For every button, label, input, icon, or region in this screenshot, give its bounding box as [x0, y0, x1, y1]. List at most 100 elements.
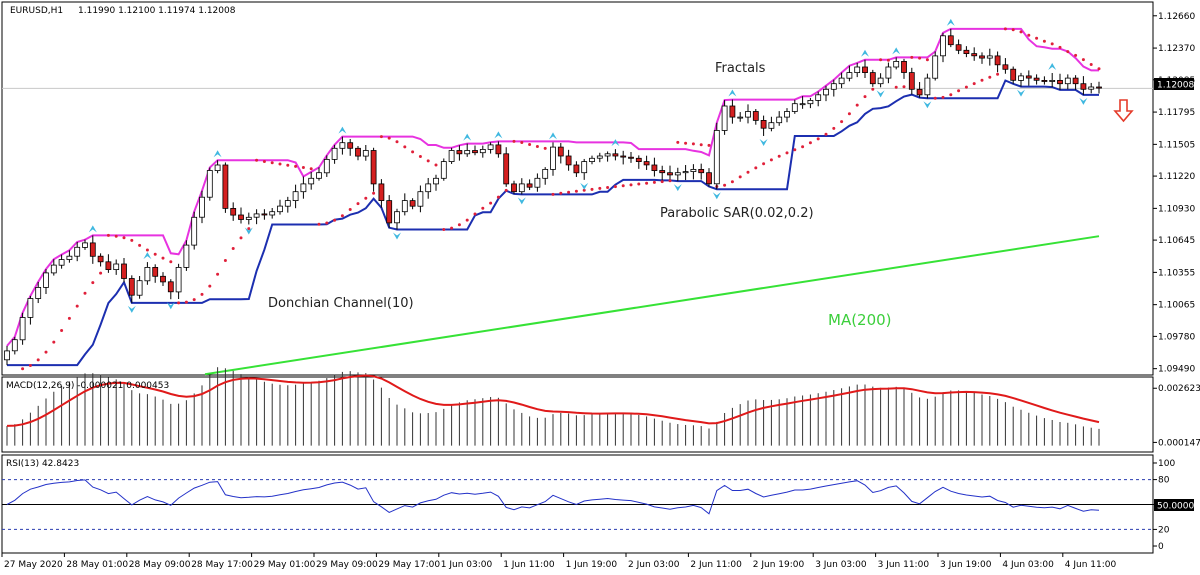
down-arrow-icon	[1113, 99, 1134, 123]
candle-body	[394, 211, 400, 224]
sar-dot	[637, 182, 641, 186]
candle-body	[596, 155, 603, 159]
fractal-up-icon	[143, 252, 152, 260]
price-tick-label: 1.11795	[1158, 108, 1195, 118]
current-price-label: 1.12008	[1157, 81, 1194, 91]
candle-body	[706, 172, 712, 185]
time-tick-label: 2 Jun 03:00	[628, 560, 680, 570]
fractal-down-icon	[393, 232, 401, 240]
fractal-down-icon	[517, 197, 526, 205]
candle-body	[50, 264, 57, 274]
candle-body	[144, 266, 151, 282]
candle-body	[830, 83, 837, 90]
sar-dot	[481, 206, 485, 210]
fractal-up-icon	[494, 131, 503, 139]
time-tick-label: 28 May 09:00	[129, 560, 191, 570]
candle-body	[269, 211, 276, 216]
sar-dot	[192, 298, 196, 302]
sar-dot	[138, 243, 142, 247]
candle-body	[425, 183, 432, 193]
candle-body	[511, 183, 517, 193]
price-tick-label: 1.10930	[1158, 204, 1195, 214]
candle-body	[760, 120, 767, 129]
sar-dot	[730, 180, 734, 184]
sar-dot	[972, 82, 976, 86]
axes: 1.126601.123701.120851.117951.115051.112…	[1, 12, 1200, 570]
sar-dot	[754, 166, 758, 170]
sar-dot	[99, 271, 103, 275]
sar-dot	[130, 238, 134, 242]
sar-dot	[169, 260, 173, 264]
candle-body	[199, 196, 205, 218]
sar-dot	[1035, 36, 1039, 40]
fractal-down-icon	[712, 192, 721, 200]
candle-body	[331, 147, 338, 160]
sar-dot	[348, 208, 352, 211]
candle-body	[277, 205, 283, 213]
sar-dot	[317, 222, 321, 226]
sar-dot	[153, 252, 157, 256]
rsi-level-label: 50.0000	[1157, 502, 1194, 512]
sar-dot	[652, 180, 656, 184]
price-tick-label: 1.12370	[1158, 44, 1195, 54]
sar-dot	[395, 140, 399, 144]
candle-body	[573, 164, 580, 174]
candle-body	[355, 147, 361, 157]
candle-body	[854, 66, 861, 73]
candle-body	[245, 216, 252, 220]
time-tick-label: 3 Jun 03:00	[815, 560, 867, 570]
time-tick-label: 1 Jun 03:00	[441, 560, 493, 570]
sar-dot	[434, 163, 438, 167]
sar-dot	[1058, 45, 1062, 49]
fractal-down-icon	[1079, 97, 1088, 105]
sar-dot	[910, 55, 914, 59]
sar-dot	[356, 202, 360, 206]
time-tick-label: 2 Jun 19:00	[753, 560, 805, 570]
sar-dot	[660, 180, 664, 184]
sar-dot	[52, 340, 56, 344]
candle-body	[635, 157, 642, 163]
candle-body	[963, 49, 970, 54]
sar-dot	[200, 292, 204, 296]
rsi-tick-label: 0	[1158, 542, 1164, 552]
candle-body	[674, 172, 681, 176]
fractal-up-icon	[213, 150, 222, 158]
fractals-label: Fractals	[715, 61, 766, 76]
fractal-up-icon	[463, 133, 472, 141]
rsi-plot	[2, 479, 1153, 530]
sar-dot	[114, 234, 118, 238]
candle-body	[222, 164, 229, 209]
candle-body	[994, 55, 1001, 66]
sar-dot	[894, 85, 898, 89]
sar-dot	[333, 218, 337, 222]
candle-body	[768, 122, 775, 129]
sar-dot	[691, 142, 695, 146]
macd-pane	[1, 376, 1154, 453]
sar-dot	[208, 284, 212, 288]
candle-body	[121, 263, 127, 279]
sar-dot	[543, 146, 547, 150]
sar-dot	[1081, 58, 1085, 62]
time-tick-label: 29 May 01:00	[254, 560, 316, 570]
sar-dot	[67, 316, 71, 320]
sar-dot	[879, 58, 883, 62]
candle-body	[651, 164, 658, 171]
sar-dot	[1027, 33, 1031, 37]
sar-dot	[418, 155, 422, 158]
sar-dot	[941, 95, 945, 99]
sar-dot	[1097, 67, 1101, 71]
sar-dot	[512, 139, 516, 143]
candle-body	[370, 150, 377, 185]
candle-body	[784, 111, 790, 118]
sar-dot	[504, 188, 508, 192]
candle-body	[628, 156, 634, 159]
sar-dot	[106, 233, 110, 237]
sar-dot	[801, 145, 805, 149]
candle-body	[43, 272, 49, 288]
candle-body	[823, 88, 829, 96]
candle-body	[105, 261, 112, 270]
sar-dot	[762, 162, 766, 166]
time-tick-label: 28 May 01:00	[66, 560, 128, 570]
price-plot	[2, 18, 1153, 376]
